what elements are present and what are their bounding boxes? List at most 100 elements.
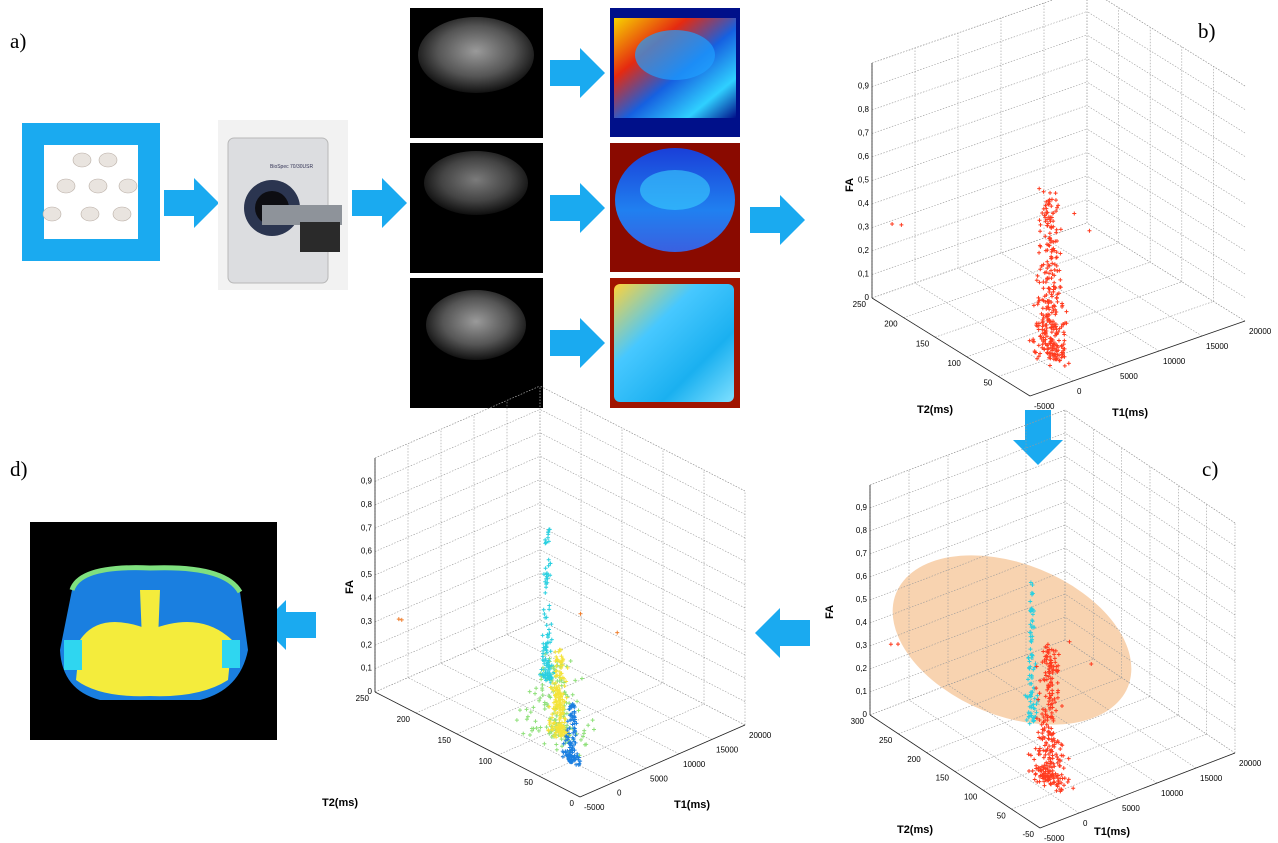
x-tick-label: 15000 <box>1206 342 1229 351</box>
grid-line <box>540 456 745 561</box>
z-tick-label: 0 <box>368 687 373 696</box>
grid-line <box>540 503 745 608</box>
scatter-point <box>533 692 537 696</box>
scatter-point <box>1055 255 1059 259</box>
z-tick-label: 0,2 <box>856 664 868 673</box>
z-tick-label: 0,3 <box>856 641 868 650</box>
grid-line <box>507 634 712 739</box>
scatter-point <box>579 738 583 742</box>
scatter-point <box>1035 278 1039 282</box>
scatter-point <box>1051 756 1055 760</box>
scatter-point <box>1036 730 1040 734</box>
z-tick-label: 0,8 <box>856 526 868 535</box>
box-edge <box>872 0 1087 63</box>
scatter-point <box>1036 296 1040 300</box>
scatter-point <box>890 222 894 226</box>
scatter-point <box>1034 747 1038 751</box>
axis-label: FA <box>844 178 856 192</box>
scatter-point <box>615 631 619 635</box>
scatter-point <box>571 722 575 726</box>
z-tick-label: 0,1 <box>858 270 870 279</box>
arrow <box>164 178 219 228</box>
grid-line <box>1087 106 1245 204</box>
scatter-point <box>1052 780 1056 784</box>
grid-line <box>1087 12 1245 110</box>
z-tick-label: 0,5 <box>858 176 870 185</box>
scatter-point <box>1037 187 1041 191</box>
grid-line <box>1087 176 1245 274</box>
axis-label: FA <box>824 605 836 619</box>
scatter-point <box>1054 789 1058 793</box>
scatter-point <box>592 728 596 732</box>
y-tick-label: -50 <box>1022 830 1034 839</box>
arrow <box>755 608 810 658</box>
scatter-point <box>1045 223 1049 227</box>
x-tick-label: 15000 <box>716 746 739 755</box>
scatter-point <box>889 642 893 646</box>
scatter-point <box>571 693 575 697</box>
scatter-point <box>1058 747 1062 751</box>
z-tick-label: 0,9 <box>856 503 868 512</box>
scatter-point <box>1051 769 1055 773</box>
grid-line <box>872 82 1087 157</box>
scatter-point <box>1039 223 1043 227</box>
scatter-point <box>1059 285 1063 289</box>
scatter-point <box>1042 190 1046 194</box>
scatter-point <box>557 650 561 654</box>
scatter-point <box>542 742 546 746</box>
scatter-point <box>542 612 546 616</box>
scatter-point <box>575 699 579 703</box>
scatter-point <box>1048 191 1052 195</box>
cluster-ellipse <box>868 523 1157 758</box>
scatter-point <box>1064 310 1068 314</box>
arrow <box>550 183 605 233</box>
scatter-point <box>397 617 401 621</box>
x-tick-label: 10000 <box>1161 789 1184 798</box>
y-tick-label: 150 <box>916 339 930 348</box>
grid-line <box>872 0 1087 63</box>
scatter-point <box>547 603 551 607</box>
scatter-point <box>541 633 545 637</box>
arrow <box>352 178 407 228</box>
scatter-point <box>1062 766 1066 770</box>
scatter-point <box>1055 300 1059 304</box>
grid-line <box>375 480 540 552</box>
grid-line <box>872 153 1087 228</box>
scatter-point <box>579 612 583 616</box>
scatter-point <box>544 566 548 570</box>
x-tick-label: 20000 <box>1239 759 1262 768</box>
scatter-point <box>1047 307 1051 311</box>
box-edge <box>1087 0 1245 86</box>
panel-label: d) <box>10 457 28 481</box>
y-tick-label: 100 <box>947 359 961 368</box>
scatter-point <box>591 718 595 722</box>
grid-line <box>375 620 540 692</box>
scatter-point <box>1049 269 1053 273</box>
grid-line <box>375 550 540 622</box>
scatter-point <box>560 737 564 741</box>
scatter-point <box>563 684 567 688</box>
scatter-point <box>515 718 519 722</box>
grid-line <box>1087 82 1245 180</box>
y-tick-label: 250 <box>879 736 893 745</box>
z-tick-label: 0,4 <box>856 618 868 627</box>
x-tick-label: 10000 <box>683 760 706 769</box>
scatter-point <box>1054 256 1058 260</box>
x-tick-label: -5000 <box>584 803 605 812</box>
x-tick-label: 0 <box>1077 387 1082 396</box>
scatter-point <box>1063 364 1067 368</box>
z-tick-label: 0 <box>863 710 868 719</box>
scatter-point <box>554 743 558 747</box>
arrow <box>750 195 805 245</box>
scatter-point <box>541 654 545 658</box>
z-tick-label: 0,6 <box>361 547 373 556</box>
scatter-point <box>1037 343 1041 347</box>
axis-label: T1(ms) <box>1094 826 1130 838</box>
scatter-point <box>1034 764 1038 768</box>
scatter-point <box>573 678 577 682</box>
scatter-point <box>1042 784 1046 788</box>
scatter-point <box>545 623 549 627</box>
x-tick-label: 5000 <box>650 774 668 783</box>
scatter-point <box>1038 229 1042 233</box>
scatter-point <box>1071 786 1075 790</box>
